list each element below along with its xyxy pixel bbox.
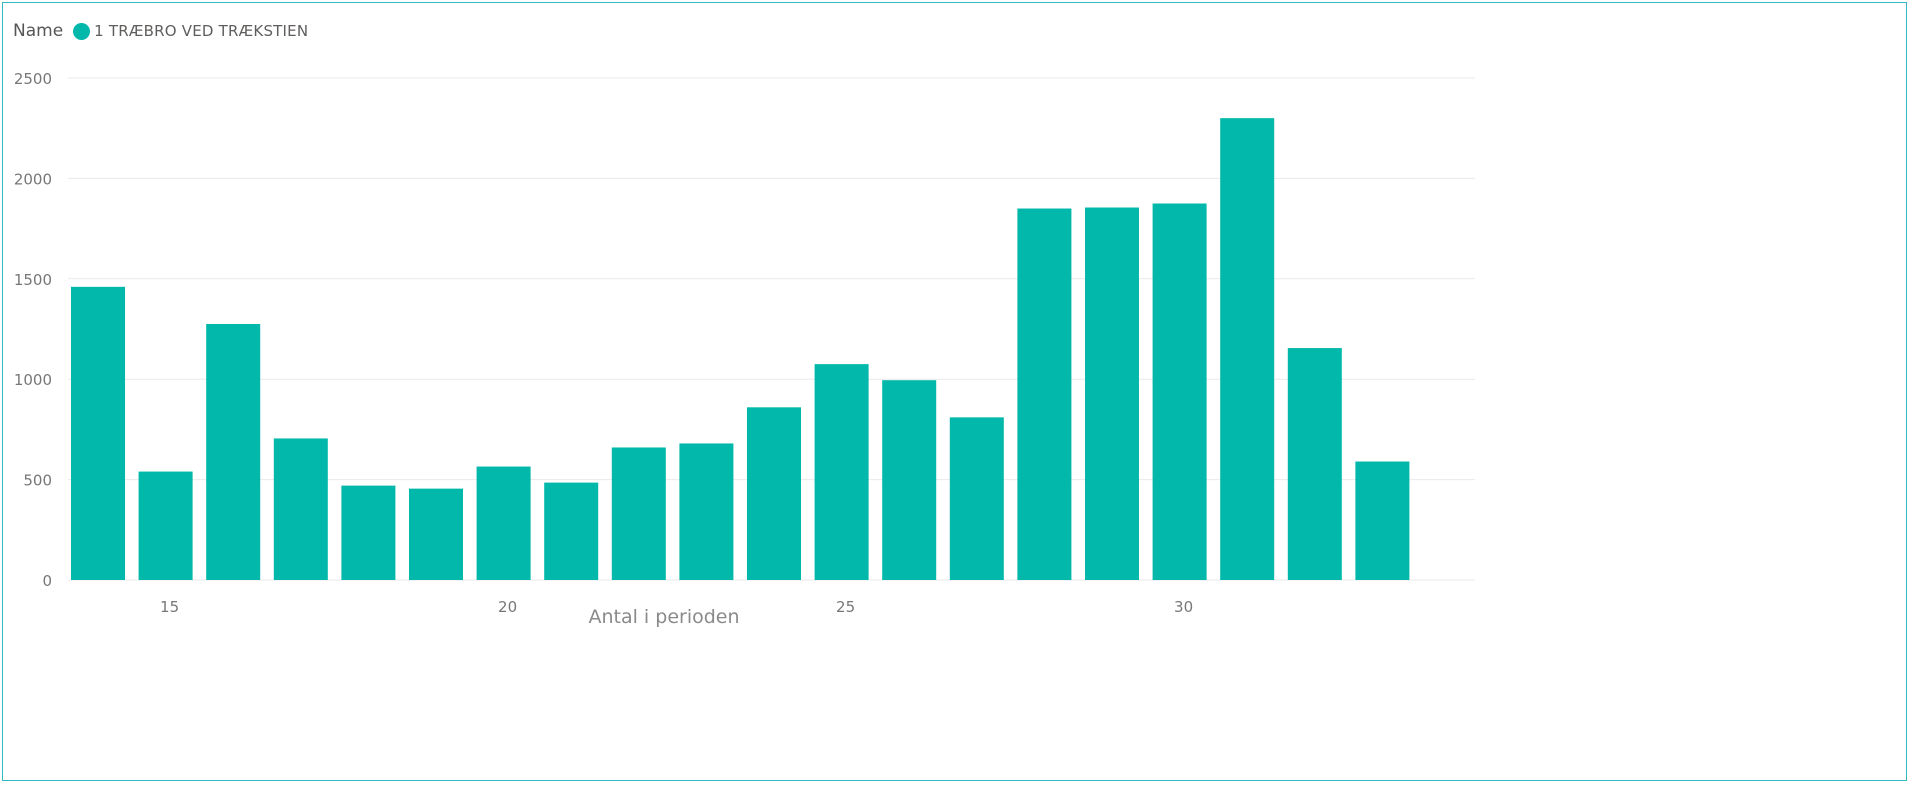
x-tick-label: 25 — [836, 598, 855, 616]
bar[interactable] — [611, 447, 666, 580]
bar[interactable] — [138, 471, 193, 580]
bar[interactable] — [949, 417, 1004, 580]
bar[interactable] — [409, 488, 463, 580]
bar[interactable] — [814, 364, 869, 580]
legend-item[interactable]: 1 TRÆBRO VED TRÆKSTIEN — [73, 22, 308, 40]
bar[interactable] — [341, 485, 396, 580]
bar[interactable] — [747, 407, 801, 580]
legend-series-label: 1 TRÆBRO VED TRÆKSTIEN — [94, 22, 309, 40]
legend: Name 1 TRÆBRO VED TRÆKSTIEN — [13, 18, 308, 44]
bar[interactable] — [882, 380, 937, 580]
bar[interactable] — [71, 286, 125, 580]
bar[interactable] — [1220, 118, 1275, 580]
x-tick-label: 30 — [1174, 598, 1193, 616]
y-tick-label: 500 — [23, 472, 52, 490]
legend-marker-icon — [73, 22, 91, 40]
y-tick-label: 2500 — [14, 70, 52, 88]
y-tick-label: 1500 — [14, 271, 52, 289]
x-axis-ticks: 15 20 25 30 — [160, 598, 1193, 616]
y-tick-label: 2000 — [14, 170, 52, 188]
bar[interactable] — [679, 443, 734, 580]
x-tick-label: 20 — [498, 598, 517, 616]
y-tick-label: 0 — [42, 572, 52, 590]
y-tick-label: 1000 — [14, 371, 52, 389]
bar[interactable] — [1085, 207, 1139, 581]
bars — [71, 118, 1410, 581]
bar[interactable] — [206, 323, 261, 580]
x-axis-title: Antal i perioden — [588, 606, 739, 628]
bar[interactable] — [1017, 208, 1072, 580]
bar[interactable] — [273, 438, 328, 580]
bar[interactable] — [1287, 348, 1342, 580]
bar[interactable] — [1152, 203, 1207, 581]
bar[interactable] — [544, 482, 599, 580]
x-tick-label: 15 — [160, 598, 179, 616]
bar[interactable] — [1355, 461, 1410, 580]
legend-title: Name — [13, 21, 64, 41]
bar[interactable] — [476, 466, 531, 580]
y-axis-ticks: 0 500 1000 1500 2000 2500 — [14, 70, 52, 590]
